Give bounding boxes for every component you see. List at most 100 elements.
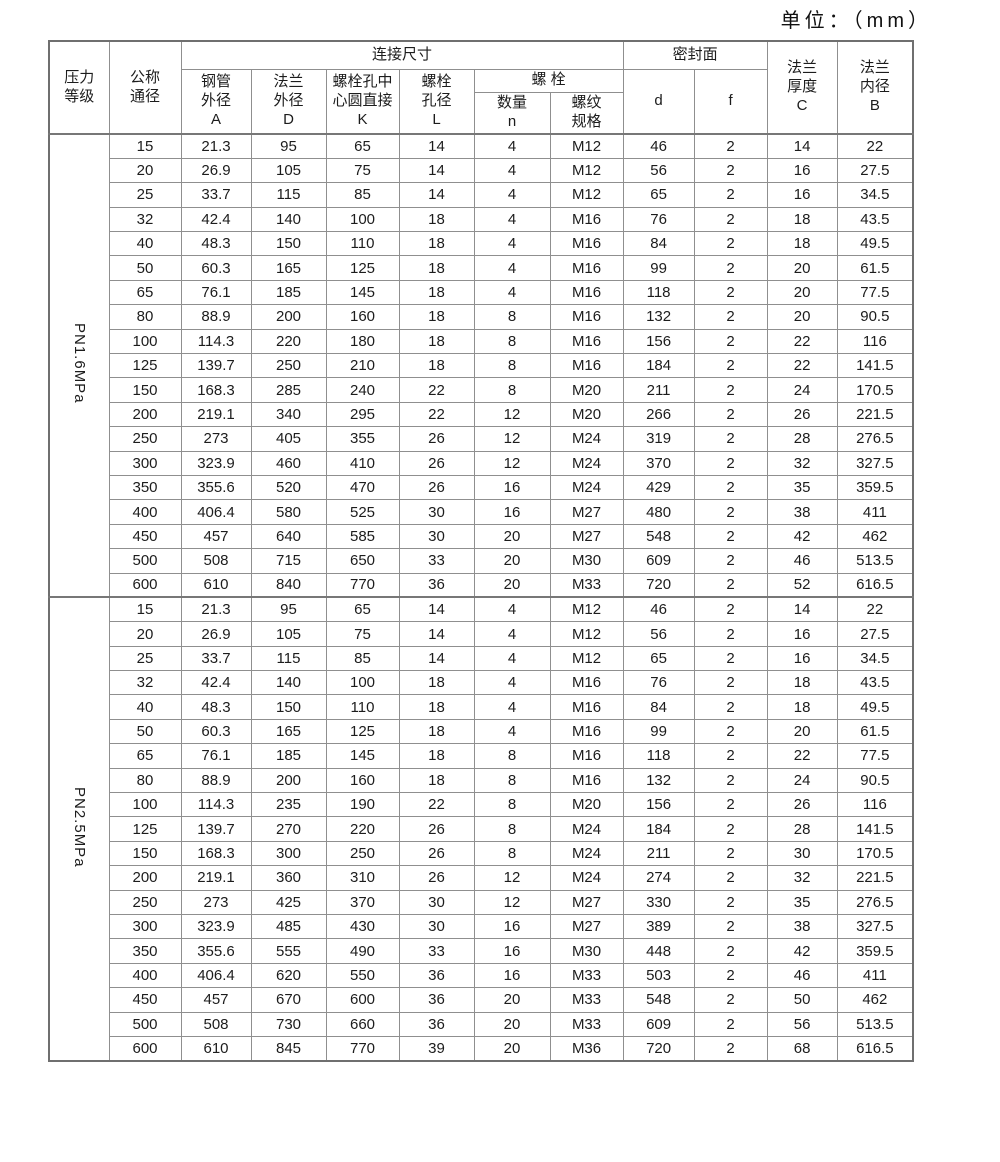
table-cell: 145	[325, 279, 400, 306]
table-cell: 219.1	[180, 401, 252, 428]
table-cell: 640	[250, 523, 327, 550]
table-cell: M20	[549, 377, 624, 403]
table-cell: 462	[836, 523, 914, 550]
table-cell: M36	[549, 1035, 624, 1062]
table-cell: 141.5	[836, 353, 914, 379]
table-cell: M24	[549, 816, 624, 842]
table-cell: 609	[622, 548, 695, 574]
table-cell: 410	[325, 450, 400, 476]
table-cell: 411	[836, 962, 914, 989]
table-cell: 65	[325, 596, 400, 623]
table-cell: 450	[108, 523, 182, 550]
table-cell: 4	[473, 621, 551, 647]
table-cell: 20	[108, 157, 182, 184]
table-cell: 425	[250, 889, 327, 916]
table-cell: 2	[693, 231, 768, 257]
table-cell: 18	[398, 231, 475, 257]
table-row: 100 114.3 235 190 22 8 M20 156 2 26 116	[49, 792, 914, 818]
table-cell: 4	[473, 670, 551, 696]
table-row: PN1.6MPa 15 21.3 95 65 14 4 M12 46 2 14 22	[48, 133, 914, 598]
table-cell: 327.5	[836, 450, 914, 476]
table-cell: M33	[549, 962, 624, 989]
table-cell: 327.5	[836, 913, 914, 940]
table-cell: 20	[766, 279, 838, 306]
table-cell: 18	[398, 743, 475, 769]
table-cell: 75	[325, 157, 400, 184]
table-cell: 20	[473, 572, 551, 598]
table-cell: 26	[766, 792, 838, 818]
pressure-grade-vertical-text: PN2.5MPa	[70, 786, 88, 868]
table-cell: 43.5	[836, 670, 914, 696]
table-row: 25 33.7 115 85 14 4 M12 65 2 16 34.5	[49, 182, 914, 208]
table-cell: 600	[108, 572, 182, 598]
table-cell: 219.1	[180, 865, 252, 891]
table-cell: 65	[622, 645, 695, 672]
table-cell: 14	[398, 182, 475, 208]
table-cell: 4	[473, 596, 551, 623]
table-cell: M12	[549, 645, 624, 672]
table-cell: 221.5	[836, 401, 914, 428]
table-cell: 4	[473, 718, 551, 745]
table-cell: 276.5	[836, 426, 914, 452]
table-cell: 40	[108, 231, 182, 257]
table-cell: 26.9	[180, 621, 252, 647]
table-cell: M27	[549, 889, 624, 916]
table-cell: 60.3	[180, 718, 252, 745]
table-cell: 100	[325, 206, 400, 233]
col-bolt-group: 螺 栓	[473, 68, 624, 93]
table-cell: 100	[108, 328, 182, 355]
table-cell: M24	[549, 865, 624, 891]
table-cell: 30	[398, 499, 475, 525]
table-cell: 34.5	[836, 645, 914, 672]
table-cell: 100	[108, 792, 182, 818]
table-cell: 114.3	[180, 328, 252, 355]
table-row: 200 219.1 340 295 22 12 M20 266 2 26 221.5	[49, 401, 914, 428]
table-row: 150 168.3 285 240 22 8 M20 211 2 24 170.5	[49, 377, 914, 403]
table-cell: 46	[622, 596, 695, 623]
table-cell: 77.5	[836, 743, 914, 769]
table-cell: 20	[473, 548, 551, 574]
table-cell: M30	[549, 938, 624, 964]
table-cell: 160	[325, 304, 400, 330]
table-cell: 2	[693, 1011, 768, 1037]
table-cell: 2	[693, 962, 768, 989]
table-cell: 150	[250, 231, 327, 257]
table-cell: M30	[549, 548, 624, 574]
table-cell: 20	[766, 304, 838, 330]
table-cell: 140	[250, 206, 327, 233]
table-row: 125 139.7 250 210 18 8 M16 184 2 22 141.5	[49, 353, 914, 379]
table-cell: 16	[766, 182, 838, 208]
table-cell: 16	[473, 499, 551, 525]
table-cell: 125	[325, 255, 400, 281]
table-row: 300 323.9 485 430 30 16 M27 389 2 38 327.5	[49, 913, 914, 940]
table-cell: M12	[549, 133, 624, 159]
table-cell: 405	[250, 426, 327, 452]
table-cell: 88.9	[180, 304, 252, 330]
table-cell: 35	[766, 474, 838, 501]
table-cell: M16	[549, 353, 624, 379]
table-cell: 22	[766, 353, 838, 379]
table-cell: 2	[693, 938, 768, 964]
table-cell: 32	[108, 206, 182, 233]
table-cell: 513.5	[836, 548, 914, 574]
table-cell: 2	[693, 645, 768, 672]
table-cell: 90.5	[836, 767, 914, 794]
table-cell: 80	[108, 304, 182, 330]
section-pn16: PN1.6MPa 15 21.3 95 65 14 4 M12 46 2 14 22 20 26.9 105…	[48, 133, 914, 598]
table-cell: 42.4	[180, 206, 252, 233]
table-cell: 270	[250, 816, 327, 842]
table-cell: 211	[622, 377, 695, 403]
table-cell: M33	[549, 987, 624, 1013]
table-cell: 470	[325, 474, 400, 501]
table-cell: 16	[473, 962, 551, 989]
table-row: 20 26.9 105 75 14 4 M12 56 2 16 27.5	[49, 157, 914, 184]
table-cell: 24	[766, 767, 838, 794]
table-cell: M20	[549, 401, 624, 428]
table-cell: 2	[693, 767, 768, 794]
table-cell: 406.4	[180, 962, 252, 989]
table-cell: 25	[108, 182, 182, 208]
table-cell: 99	[622, 255, 695, 281]
table-cell: M27	[549, 499, 624, 525]
table-cell: 30	[398, 889, 475, 916]
